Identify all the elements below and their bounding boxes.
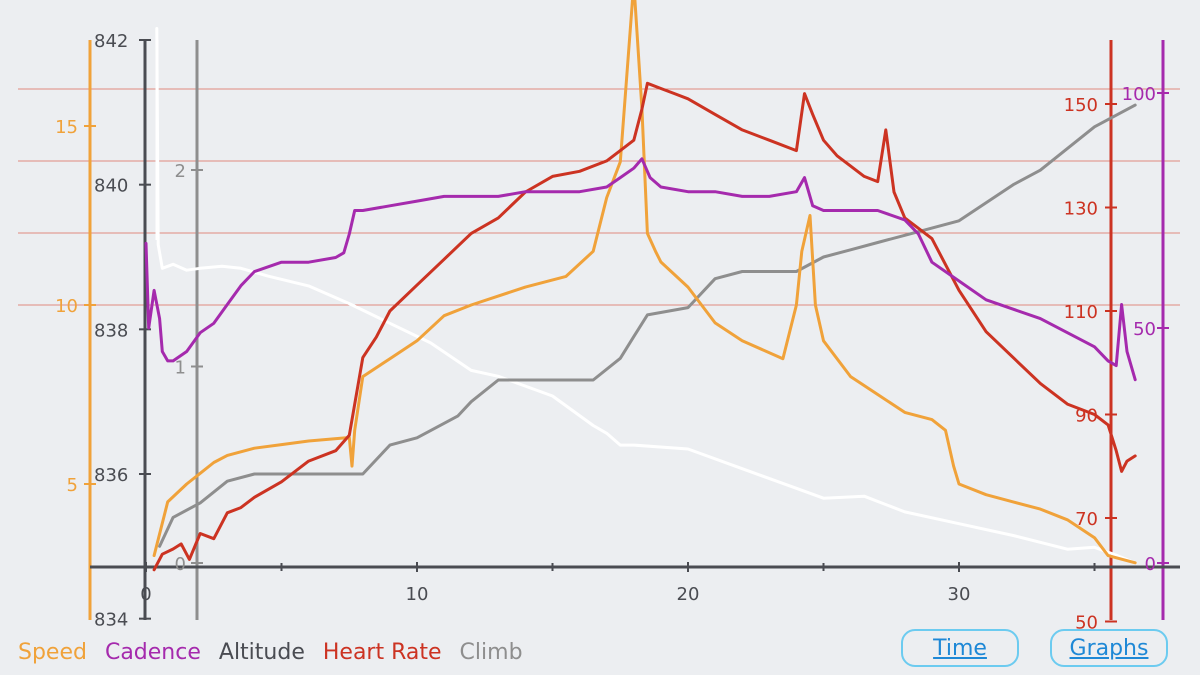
- chart-legend: Speed Cadence Altitude Heart Rate Climb: [18, 640, 523, 665]
- heart-rate-tick-label-110: 110: [1064, 302, 1098, 323]
- speed-tick-label-15: 15: [55, 117, 78, 138]
- grid-lines: [18, 88, 1180, 306]
- heart-rate-tick-label-150: 150: [1064, 95, 1098, 116]
- axes: [84, 39, 1180, 623]
- altitude-tick-label-834: 834: [94, 610, 128, 631]
- x-tick-label-0: 0: [140, 584, 151, 605]
- altitude-tick-label-836: 836: [94, 465, 128, 486]
- legend-climb: Climb: [459, 640, 523, 665]
- altitude-tick-label-838: 838: [94, 320, 128, 341]
- tick-labels: 0 10 20 30 5 10 15 834 836 838 840 842 0 1 2 50 70 90 110 1…: [55, 31, 1156, 634]
- legend-altitude: Altitude: [218, 640, 305, 665]
- climb-tick-label-0: 0: [175, 554, 186, 575]
- cadence-tick-label-50: 50: [1133, 319, 1156, 340]
- series-line-heart-rate: [152, 81, 1137, 572]
- heart-rate-tick-label-130: 130: [1064, 199, 1098, 220]
- climb-tick-label-1: 1: [175, 358, 186, 379]
- x-tick-label-20: 20: [677, 584, 700, 605]
- altitude-tick-label-840: 840: [94, 176, 128, 197]
- series-line-speed: [152, 0, 1137, 565]
- legend-cadence: Cadence: [104, 640, 201, 665]
- x-tick-label-30: 30: [948, 584, 971, 605]
- legend-heart-rate: Heart Rate: [322, 640, 442, 665]
- series-line-cadence: [144, 157, 1137, 382]
- series-line-altitude: [158, 103, 1137, 548]
- altitude-tick-label-842: 842: [94, 31, 128, 52]
- heart-rate-tick-label-50: 50: [1075, 613, 1098, 634]
- climb-tick-label-2: 2: [175, 161, 186, 182]
- cadence-tick-label-0: 0: [1145, 554, 1156, 575]
- time-button[interactable]: Time: [901, 629, 1019, 667]
- series-line-climb: [155, 27, 1137, 565]
- heart-rate-tick-label-70: 70: [1075, 509, 1098, 530]
- graphs-button[interactable]: Graphs: [1050, 629, 1168, 667]
- series-lines: [144, 0, 1137, 572]
- heart-rate-tick-label-90: 90: [1075, 406, 1098, 427]
- cadence-tick-label-100: 100: [1122, 84, 1156, 105]
- legend-speed: Speed: [18, 640, 87, 665]
- speed-tick-label-10: 10: [55, 296, 78, 317]
- speed-tick-label-5: 5: [67, 475, 78, 496]
- x-tick-label-10: 10: [406, 584, 429, 605]
